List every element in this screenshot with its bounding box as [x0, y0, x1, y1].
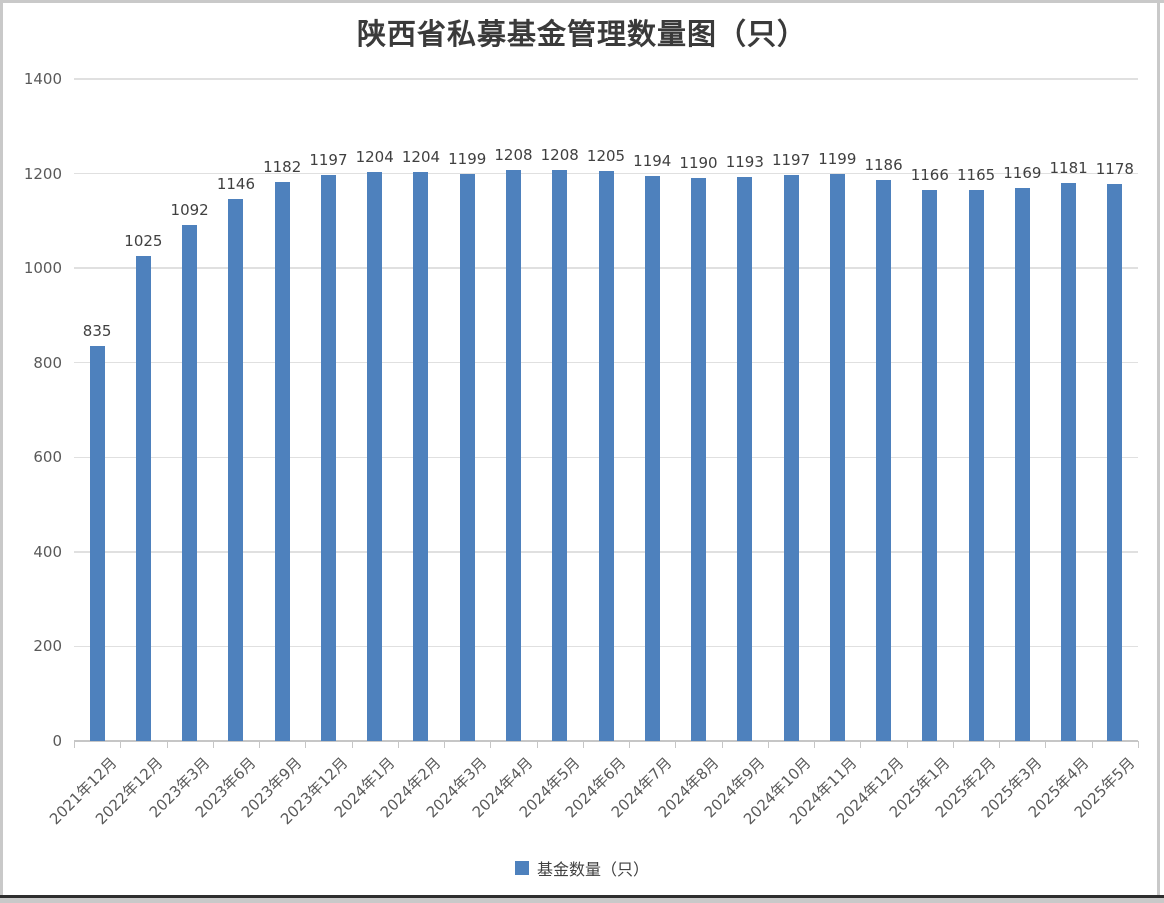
y-axis-tick-label: 1000 — [23, 259, 62, 278]
bar-value-label: 1146 — [216, 175, 255, 194]
x-axis-tick — [860, 741, 862, 748]
x-axis-tick — [814, 741, 816, 748]
x-axis-tick — [952, 741, 954, 748]
window-border-bottom-shadow — [0, 898, 1164, 903]
bar-value-label: 1197 — [771, 150, 811, 169]
x-axis-tick — [444, 741, 446, 748]
bar-value-label: 1092 — [170, 200, 209, 219]
window-border-top — [0, 0, 1164, 3]
x-axis-tick — [490, 741, 492, 748]
bar — [228, 199, 244, 741]
bar-value-label: 1169 — [1003, 164, 1042, 183]
bar — [505, 169, 521, 741]
x-axis-line — [74, 740, 1138, 742]
y-axis-tick-label: 800 — [33, 353, 62, 372]
x-axis-tick — [1138, 741, 1139, 748]
bar — [459, 174, 475, 741]
bar-value-label: 1166 — [910, 165, 949, 184]
bar — [691, 178, 707, 741]
x-axis-tick — [721, 741, 723, 748]
bar — [552, 169, 568, 741]
bar-value-label: 1178 — [1095, 159, 1134, 178]
gridline — [74, 78, 1138, 80]
bar-value-label: 1165 — [956, 166, 996, 185]
x-axis-tick — [120, 741, 122, 748]
bar-value-label: 1181 — [1049, 158, 1088, 177]
bar-value-label: 1199 — [448, 150, 487, 169]
bar — [1107, 183, 1123, 741]
bar — [598, 171, 614, 741]
bar — [922, 189, 938, 741]
bar — [1014, 188, 1030, 741]
bar — [135, 256, 151, 741]
bar-value-label: 1190 — [679, 154, 718, 173]
y-axis-tick-label: 200 — [33, 637, 62, 656]
x-axis-tick — [351, 741, 353, 748]
bar — [320, 174, 336, 741]
bar — [783, 174, 799, 741]
bar-value-label: 1199 — [818, 150, 857, 169]
x-axis-tick — [305, 741, 307, 748]
x-axis-tick — [582, 741, 584, 748]
x-axis-tick — [675, 741, 677, 748]
bar-value-label: 1208 — [540, 145, 579, 164]
bar-value-label: 1193 — [725, 152, 764, 171]
y-axis-tick-label: 400 — [33, 542, 62, 561]
window-border-right — [1157, 0, 1160, 898]
y-axis-tick-label: 1400 — [23, 70, 62, 88]
x-axis-tick — [1045, 741, 1047, 748]
bar-value-label: 1197 — [309, 150, 348, 169]
x-axis-tick — [166, 741, 168, 748]
bar — [876, 180, 892, 741]
legend-label: 基金数量（只） — [536, 860, 649, 879]
y-axis-tick-label: 600 — [33, 448, 62, 467]
bar-value-label: 1025 — [124, 232, 163, 251]
legend-swatch — [514, 861, 529, 875]
x-axis-tick — [74, 741, 75, 748]
x-axis-tick — [536, 741, 538, 748]
x-axis-tick — [259, 741, 261, 748]
bar — [1061, 182, 1077, 741]
bar-value-label: 1194 — [633, 152, 672, 171]
x-axis-tick — [767, 741, 769, 748]
x-axis-tick — [212, 741, 214, 748]
bar-value-label: 1204 — [355, 147, 394, 166]
bar — [644, 176, 660, 741]
bar — [89, 346, 105, 741]
chart-title: 陕西省私募基金管理数量图（只） — [356, 17, 807, 51]
y-axis-tick-label: 1200 — [23, 164, 62, 183]
x-axis-tick — [397, 741, 399, 748]
bar-value-label: 1182 — [263, 158, 302, 177]
bar-value-label: 1186 — [864, 156, 903, 175]
window-border-left — [0, 0, 3, 898]
y-axis-tick-label: 0 — [52, 732, 62, 750]
window-border-bottom — [0, 895, 1164, 898]
bar — [367, 171, 383, 741]
x-axis-tick — [906, 741, 908, 748]
x-axis-tick — [1091, 741, 1093, 748]
legend: 基金数量（只） — [0, 856, 1164, 880]
bar-value-label: 835 — [82, 322, 112, 341]
bar — [274, 182, 290, 741]
bar — [968, 190, 984, 741]
bar-value-label: 1204 — [401, 147, 441, 166]
bar — [829, 174, 845, 741]
x-axis-tick — [629, 741, 631, 748]
bar — [413, 171, 429, 741]
x-axis-tick — [999, 741, 1001, 748]
bar — [737, 176, 753, 741]
bar — [182, 224, 198, 741]
bar-value-label: 1205 — [586, 147, 626, 166]
bar-value-label: 1208 — [494, 145, 533, 164]
